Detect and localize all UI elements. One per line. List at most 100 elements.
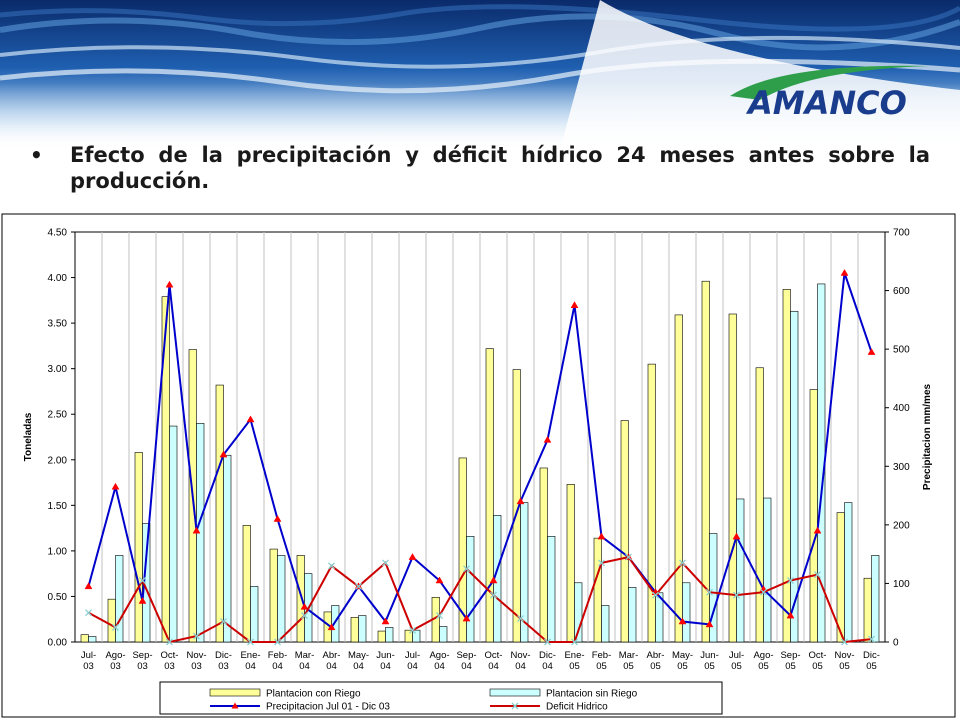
bar — [520, 502, 529, 643]
bar — [863, 577, 872, 643]
x-tick-label: Nov-04 — [510, 650, 530, 672]
bar — [215, 384, 224, 643]
x-tick-label: Abr-04 — [323, 650, 341, 672]
bar — [115, 555, 124, 643]
x-tick-label: Nov-03 — [186, 650, 206, 672]
legend-marker — [511, 702, 519, 710]
bar — [755, 367, 764, 643]
point — [571, 638, 578, 646]
bar — [844, 502, 853, 643]
point — [193, 632, 200, 640]
x-tick-label: Sep-04 — [456, 650, 476, 672]
amanco-logo: AMANCO — [730, 65, 930, 122]
x-tick-label: Jun-05 — [700, 650, 718, 672]
x-tick-label: Ene-05 — [564, 650, 584, 672]
point — [112, 623, 119, 631]
bar — [80, 634, 89, 643]
bar — [242, 525, 251, 643]
x-tick-label: Ago-03 — [105, 650, 125, 672]
point — [381, 617, 390, 625]
legend-label: Plantacion con Riego — [266, 689, 361, 700]
point — [166, 638, 173, 646]
bar — [277, 555, 286, 643]
x-tick-label: Ene-04 — [240, 650, 260, 672]
bar — [620, 420, 629, 643]
y2-tick-label: 300 — [893, 462, 910, 473]
y-tick-label: 3.00 — [48, 364, 68, 375]
bar — [134, 452, 143, 643]
x-tick-label: Oct-03 — [161, 650, 179, 672]
point — [705, 620, 714, 628]
x-tick-label: May-05 — [672, 650, 693, 672]
point — [301, 612, 308, 620]
point — [786, 611, 795, 619]
y-tick-label: 3.50 — [48, 319, 68, 330]
bar — [169, 425, 178, 643]
x-tick-label: Dic-03 — [215, 650, 232, 672]
bar — [871, 555, 880, 643]
legend-marker — [231, 702, 239, 709]
point — [652, 591, 659, 599]
point — [355, 582, 362, 590]
x-tick-label: Feb-04 — [268, 650, 288, 672]
bar — [88, 636, 97, 643]
bar — [836, 512, 845, 643]
point — [841, 638, 848, 646]
bar — [547, 536, 556, 643]
y-tick-label: 1.50 — [48, 501, 68, 512]
bar — [628, 587, 637, 643]
x-tick-label: May-04 — [348, 650, 369, 672]
x-tick-label: Jun-04 — [376, 650, 394, 672]
x-tick-label: Sep-05 — [780, 650, 800, 672]
y2-tick-label: 600 — [893, 286, 910, 297]
bar — [728, 313, 737, 643]
bar — [574, 582, 583, 643]
legend-label: Deficit Hidrico — [546, 702, 608, 713]
point — [814, 571, 821, 579]
y2-axis-title: Precipitacion mm/mes — [922, 383, 933, 490]
bar — [682, 582, 691, 643]
bar — [439, 626, 448, 643]
x-tick-label: Ago-05 — [753, 650, 773, 672]
point — [192, 526, 201, 534]
x-tick-label: Jul-03 — [81, 650, 96, 672]
bar — [809, 389, 818, 643]
bar — [539, 467, 548, 643]
y2-tick-label: 400 — [893, 403, 910, 414]
point — [85, 609, 92, 617]
bar — [107, 598, 116, 643]
point — [787, 577, 794, 584]
bar — [736, 498, 745, 643]
point — [678, 617, 687, 625]
x-tick-label: Feb-05 — [592, 650, 612, 672]
y2-tick-label: 200 — [893, 520, 910, 531]
slide-title: Efecto de la precipitación y déficit híd… — [70, 143, 930, 193]
x-tick-label: Ago-04 — [429, 650, 449, 672]
y-tick-label: 0.00 — [48, 638, 68, 649]
point — [490, 591, 497, 599]
point — [760, 588, 767, 596]
bar — [350, 617, 359, 643]
point — [435, 576, 444, 584]
point — [706, 588, 713, 596]
bar — [296, 555, 305, 643]
x-tick-label: Dic-05 — [863, 650, 880, 672]
point — [408, 553, 417, 560]
point — [300, 602, 309, 610]
point — [867, 348, 876, 355]
point — [409, 626, 416, 634]
point — [543, 435, 552, 443]
y2-tick-label: 700 — [893, 228, 910, 239]
point — [84, 582, 93, 590]
point — [732, 532, 741, 540]
point — [733, 591, 740, 599]
production-chart: 0.00 0.50 1.00 1.50 2.00 2.50 3.00 3.50 4.00 4.50… — [1, 213, 956, 718]
legend-swatch — [489, 688, 541, 697]
y-tick-label: 0.50 — [48, 592, 68, 603]
y-tick-label: 2.00 — [48, 455, 68, 466]
y-tick-label: 4.00 — [48, 273, 68, 284]
bar — [674, 314, 683, 643]
point — [273, 515, 282, 522]
point — [220, 618, 227, 625]
bar — [647, 363, 656, 643]
